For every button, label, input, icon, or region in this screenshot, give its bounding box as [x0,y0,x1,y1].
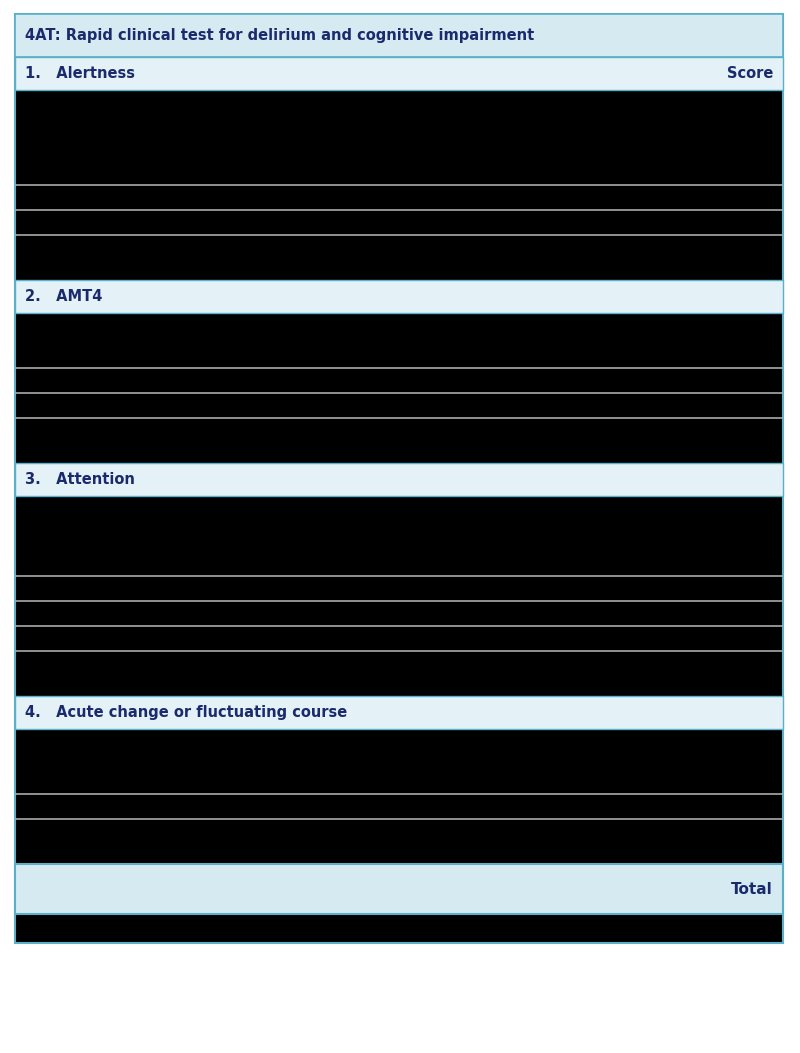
Text: 4.   Acute change or fluctuating course: 4. Acute change or fluctuating course [25,706,347,720]
Bar [15,57,783,90]
Text: 3.   Attention: 3. Attention [25,472,135,486]
Bar [15,14,783,57]
Text: 1.   Alertness: 1. Alertness [25,66,135,81]
Bar [15,463,783,496]
Text: Score: Score [726,66,773,81]
Text: 4AT: Rapid clinical test for delirium and cognitive impairment: 4AT: Rapid clinical test for delirium an… [25,28,534,43]
Bar [15,696,783,729]
Text: Total: Total [731,881,773,896]
Bar [15,280,783,313]
Bar [15,865,783,914]
Bar [15,14,783,943]
Text: 2.   AMT4: 2. AMT4 [25,289,102,304]
